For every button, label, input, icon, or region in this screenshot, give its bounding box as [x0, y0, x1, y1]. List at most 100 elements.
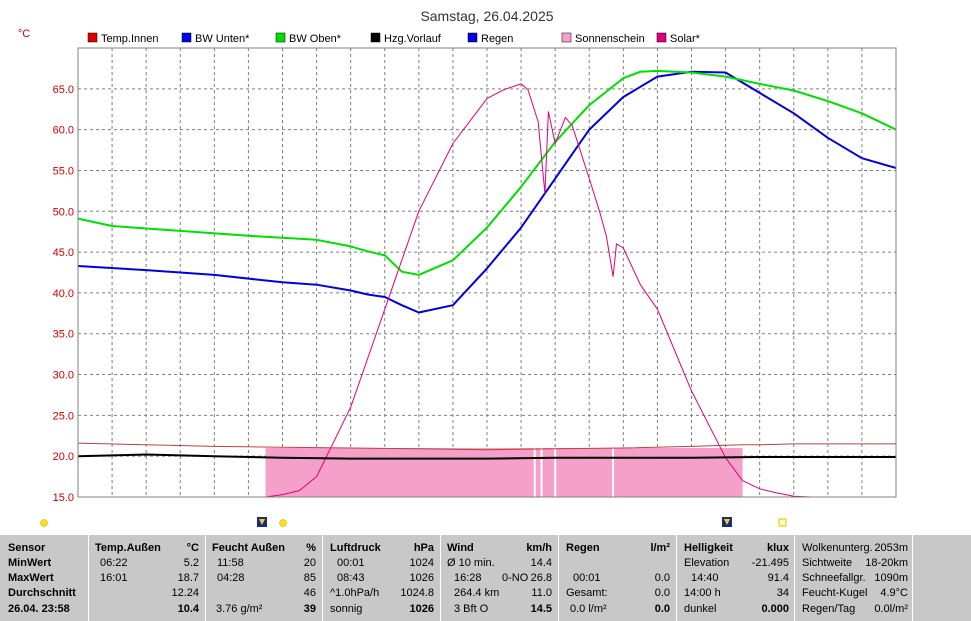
pressure-column: Luftdruck hPa 00:01 1024 08:43 1026 ^1.0hPa… [330, 535, 434, 621]
y-axis-ticks: 15.0 20.0 25.0 30.0 35.0 40.0 45.0 50.0 55.0 60.0… [53, 84, 74, 504]
humidity-column: Feucht Außen% 11:58 20 04:28 85 46 3.76 g/… [212, 535, 316, 621]
sunshine-bars [265, 448, 743, 497]
rain-header: Regen [566, 542, 600, 554]
rain-amount: 0.0 l/m² [570, 603, 607, 615]
elevation-value: -21.495 [751, 557, 789, 569]
humidity-header: Feucht Außen [212, 542, 285, 554]
elevation-label: Elevation [684, 557, 730, 569]
temp-average: 12.24 [171, 587, 199, 599]
current-date: 26.04. 23:58 [8, 603, 70, 615]
y-tick-label: 45.0 [53, 247, 74, 259]
column-separator [676, 535, 677, 621]
temp-max-time: 16:01 [100, 572, 128, 584]
weather-state: sonnig [330, 603, 363, 615]
humidity-max-time: 04:28 [217, 572, 245, 584]
temp-current: 10.4 [177, 603, 199, 615]
legend-label: Temp.Innen [101, 33, 158, 45]
humidity-min-value: 20 [303, 557, 316, 569]
light-state: dunkel [684, 603, 717, 615]
chart-title: Samstag, 26.04.2025 [420, 8, 553, 24]
visibility-value: 18-20km [865, 557, 908, 569]
y-tick-label: 35.0 [53, 329, 74, 341]
brightness-max-time: 14:40 [691, 572, 719, 584]
legend-label: BW Unten* [195, 33, 250, 45]
humidity-unit: % [306, 542, 316, 554]
sunshine-bar [265, 448, 743, 497]
rain-per-day-value: 0.0l/m² [874, 603, 908, 615]
marker-icons [40, 517, 787, 527]
sunset-icon [778, 518, 787, 527]
column-separator [322, 535, 323, 621]
sensor-header: Sensor [8, 542, 46, 554]
wind-gust-value: 26.8 [530, 572, 552, 584]
wind-avg-value: 14.4 [530, 557, 552, 569]
rain-value: 0.0 [654, 572, 670, 584]
series-line-solar [78, 83, 896, 498]
sensor-column: Sensor MinWert MaxWert Durchschnitt 26.0… [8, 535, 86, 621]
column-separator [558, 535, 559, 621]
cloud-base-value: 2053m [874, 542, 908, 554]
wind-unit: km/h [526, 542, 552, 554]
rain-time: 00:01 [573, 572, 601, 584]
legend-swatch [181, 32, 192, 43]
y-tick-label: 30.0 [53, 370, 74, 382]
legend-label: Sonnenschein [575, 33, 645, 45]
min-label: MinWert [8, 557, 52, 569]
wind-header: Wind [447, 542, 474, 554]
sun-hours: 14:00 h [684, 587, 721, 599]
wet-bulb-label: Feucht-Kugel [802, 587, 868, 599]
legend-swatch [467, 32, 478, 43]
temp-max-value: 18.7 [177, 572, 199, 584]
rain-total-label: Gesamt: [566, 587, 608, 599]
humidity-min-time: 11:58 [217, 557, 244, 569]
legend-swatch [87, 32, 98, 43]
wind-distance: 264.4 km [454, 587, 500, 599]
pressure-unit: hPa [413, 542, 434, 554]
visibility-label: Sichtweite [802, 557, 853, 569]
temperature-column: Temp.Außen °C 06:22 5.2 16:01 18.7 12.24 10… [95, 535, 199, 621]
sunrise-icon [279, 519, 287, 527]
brightness-column: Helligkeit klux Elevation -21.495 14:40 91.… [684, 535, 789, 621]
rain-column: Regen l/m² 00:01 0.0 Gesamt: 0.0 0.0 l/m² 0.… [566, 535, 670, 621]
y-tick-label: 25.0 [53, 410, 74, 422]
brightness-header: Helligkeit [684, 542, 733, 554]
pressure-trend: ^1.0hPa/h [330, 587, 380, 599]
wind-gust-time: 16:28 [454, 572, 482, 584]
sunshine-gap [554, 448, 557, 497]
brightness-current: 0.000 [761, 603, 789, 615]
wind-beaufort: 3 Bft O [454, 603, 489, 615]
sunshine-gap [612, 448, 615, 497]
rain-per-day-label: Regen/Tag [802, 603, 856, 615]
chart-legend: Temp.Innen BW Unten* BW Oben* Hzg.Vorlauf Re… [87, 32, 701, 45]
legend-swatch [656, 32, 667, 43]
y-tick-label: 40.0 [53, 288, 74, 300]
y-tick-label: 15.0 [53, 492, 74, 504]
column-separator [88, 535, 89, 621]
legend-label: Solar* [670, 33, 701, 45]
avg-label: Durchschnitt [8, 587, 76, 599]
wind-avg-label: Ø 10 min. [447, 557, 495, 569]
y-tick-label: 20.0 [53, 451, 74, 463]
wind-gust-direction: 0-NO [502, 572, 529, 584]
cloud-base-label: Wolkenunterg. [802, 542, 873, 554]
brightness-unit: klux [766, 542, 789, 554]
snowline-value: 1090m [874, 572, 908, 584]
rain-total-value: 0.0 [654, 587, 670, 599]
column-separator [205, 535, 206, 621]
wind-distance-value: 11.0 [531, 587, 552, 599]
legend-label: BW Oben* [289, 33, 342, 45]
legend-swatch [275, 32, 286, 43]
temp-min-time: 06:22 [100, 557, 128, 569]
moon-set-crescent-icon [724, 519, 730, 525]
column-separator [794, 535, 795, 621]
extra-column: Wolkenunterg. 2053m Sichtweite 18-20km Sch… [802, 535, 908, 621]
rain-unit: l/m² [650, 542, 670, 554]
y-tick-label: 55.0 [53, 165, 74, 177]
pressure-min-value: 1024 [409, 557, 434, 569]
sun-icon [40, 519, 48, 527]
snowline-label: Schneefallgr. [802, 572, 866, 584]
statistics-panel: Sensor MinWert MaxWert Durchschnitt 26.0… [0, 535, 971, 621]
pressure-min-time: 00:01 [337, 557, 365, 569]
humidity-current: 39 [303, 603, 316, 615]
sun-hours-value: 34 [776, 587, 789, 599]
